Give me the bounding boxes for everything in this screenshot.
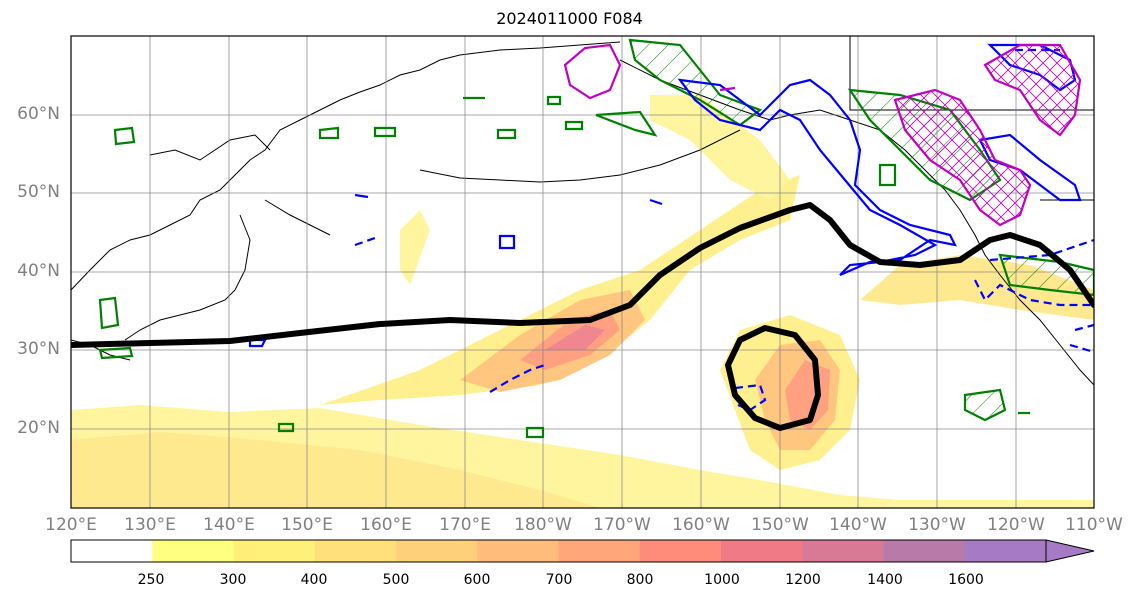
colorbar-tick: 700 — [545, 572, 573, 588]
lon-label: 160°E — [360, 515, 412, 535]
lon-label: 120°E — [45, 515, 97, 535]
lon-label: 140°W — [829, 515, 887, 535]
lat-label: 50°N — [17, 182, 60, 202]
colorbar-segment — [477, 540, 560, 562]
colorbar-tick: 250 — [137, 572, 165, 588]
colorbar-segment — [314, 540, 397, 562]
lon-label: 150°E — [281, 515, 333, 535]
lon-label: 160°W — [672, 515, 730, 535]
lon-label: 110°W — [1065, 515, 1123, 535]
magenta-contours — [563, 43, 1082, 227]
lon-label: 130°E — [124, 515, 176, 535]
colorbar-segment — [883, 540, 966, 562]
colorbar-segment — [802, 540, 885, 562]
lon-label: 140°E — [203, 515, 255, 535]
colorbar-tick: 1200 — [785, 572, 821, 588]
colorbar-tick: 800 — [626, 572, 654, 588]
colorbar-tick: 400 — [300, 572, 328, 588]
colorbar — [70, 539, 1095, 563]
colorbar-segment — [71, 540, 153, 562]
colorbar-segment — [558, 540, 641, 562]
colorbar-segment — [639, 540, 722, 562]
map-title: 2024011000 F084 — [496, 9, 643, 28]
colorbar-segment — [396, 540, 478, 562]
lon-label: 120°W — [987, 515, 1045, 535]
colorbar-extend-arrow — [1045, 539, 1095, 563]
lon-label: 150°W — [751, 515, 809, 535]
colorbar-tick: 300 — [219, 572, 247, 588]
lat-label: 20°N — [17, 418, 60, 438]
colorbar-tick: 1600 — [948, 572, 984, 588]
colorbar-tick: 1000 — [704, 572, 740, 588]
lat-label: 30°N — [17, 339, 60, 359]
lon-label: 180°W — [514, 515, 572, 535]
jet-axis-line — [71, 202, 1094, 431]
lon-label: 170°W — [593, 515, 651, 535]
colorbar-tick: 600 — [463, 572, 491, 588]
lon-label: 170°E — [439, 515, 491, 535]
plot-frame — [70, 35, 1095, 509]
colorbar-segment — [964, 540, 1047, 562]
lat-label: 40°N — [17, 261, 60, 281]
plot-area — [71, 36, 1094, 508]
colorbar-segment — [721, 540, 803, 562]
colorbar-segment — [152, 540, 235, 562]
colorbar-tick: 1400 — [867, 572, 903, 588]
lon-label: 130°W — [908, 515, 966, 535]
colorbar-border — [70, 539, 1046, 563]
colorbar-segment — [233, 540, 316, 562]
colorbar-tick: 500 — [382, 572, 410, 588]
lat-label: 60°N — [17, 104, 60, 124]
